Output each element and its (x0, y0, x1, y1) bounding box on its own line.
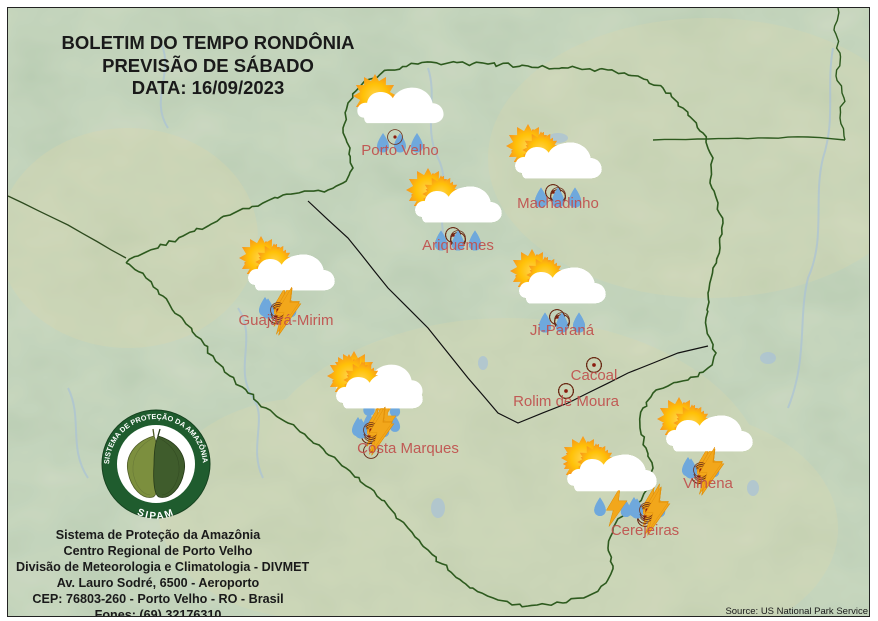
svg-text:Cacoal: Cacoal (571, 367, 618, 384)
svg-text:Porto Velho: Porto Velho (361, 142, 439, 159)
svg-text:Vilhena: Vilhena (683, 475, 733, 492)
svg-text:Cerejeiras: Cerejeiras (611, 522, 679, 539)
svg-text:Guajará-Mirim: Guajará-Mirim (238, 312, 333, 329)
svg-text:Ji-Paraná: Ji-Paraná (530, 322, 595, 339)
svg-text:Rolim de Moura: Rolim de Moura (513, 393, 620, 410)
svg-text:Costa Marques: Costa Marques (357, 440, 459, 457)
svg-text:Machadinho: Machadinho (517, 195, 599, 212)
svg-text:Ariquemes: Ariquemes (422, 237, 494, 254)
